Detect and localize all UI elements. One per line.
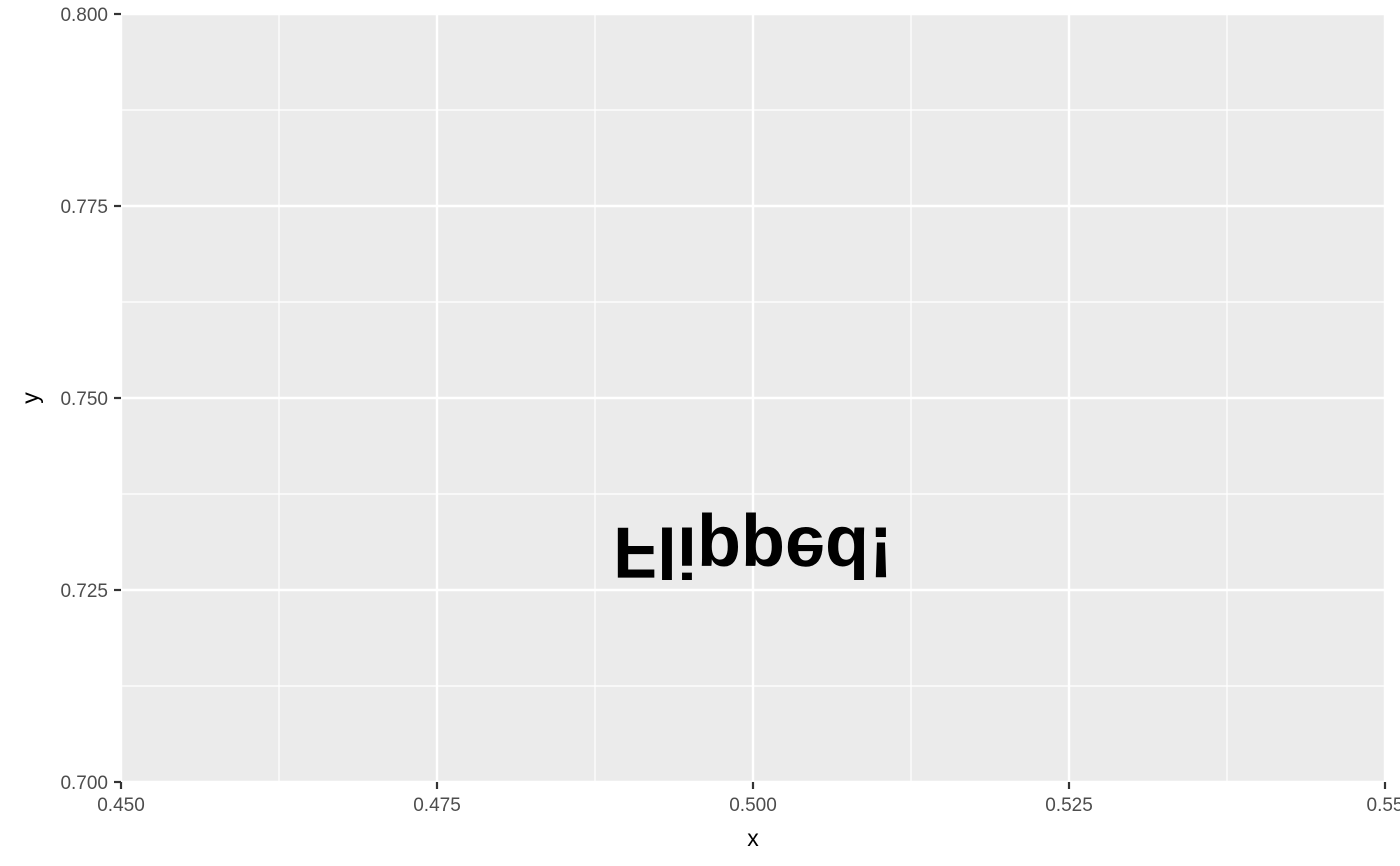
y-axis-title: y <box>17 392 43 404</box>
annotation-text: Flipped! <box>613 512 893 592</box>
x-tick-label: 0.500 <box>729 795 777 816</box>
x-tick-label: 0.475 <box>413 795 461 816</box>
x-tick-label: 0.55 <box>1367 795 1400 816</box>
y-tick-label: 0.775 <box>60 197 108 218</box>
y-tick-label: 0.750 <box>60 389 108 410</box>
y-tick-label: 0.800 <box>60 5 108 26</box>
x-axis-ticks: 0.450 0.475 0.500 0.525 0.55 <box>97 782 1400 816</box>
x-axis-title: x <box>747 825 759 851</box>
y-tick-label: 0.700 <box>60 773 108 794</box>
y-axis-ticks: 0.700 0.725 0.750 0.775 0.800 <box>60 5 121 794</box>
x-tick-label: 0.525 <box>1045 795 1093 816</box>
annotations: Flipped! <box>613 512 893 592</box>
y-tick-label: 0.725 <box>60 581 108 602</box>
x-tick-label: 0.450 <box>97 795 145 816</box>
